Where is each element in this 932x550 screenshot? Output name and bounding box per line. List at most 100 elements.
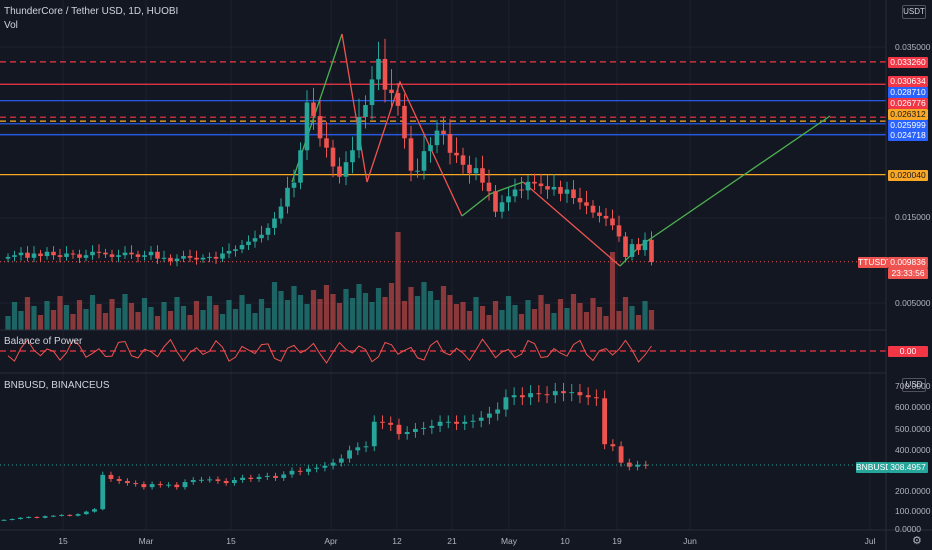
candle-body (590, 205, 596, 213)
bnb-candle-body (347, 450, 352, 459)
bnb-candle-body (371, 421, 377, 447)
candle-body (148, 251, 154, 256)
price-tick: 0.035000 (895, 42, 931, 52)
candle-body (233, 249, 238, 251)
candle-body (168, 257, 173, 262)
candle-body (194, 257, 199, 260)
pattern-leg (461, 181, 524, 217)
candle-body (96, 251, 102, 253)
volume-bar (538, 295, 544, 330)
candle-body (629, 244, 635, 257)
bnb-candle-body (577, 392, 583, 396)
level-tag: 0.026312 (888, 109, 928, 120)
candle-body (220, 253, 225, 259)
bnb-candle-body (125, 481, 130, 484)
volume-bar (460, 302, 466, 330)
bnb-candle-body (42, 516, 48, 518)
bnb-candle-body (116, 478, 122, 482)
volume-bar (89, 295, 96, 330)
chart-title: ThunderCore / Tether USD, 1D, HUOBI (4, 6, 179, 17)
candle-body (473, 168, 479, 174)
candle-body (90, 251, 95, 256)
volume-bar (252, 313, 258, 330)
time-label: Jul (864, 536, 876, 546)
volume-bar (518, 314, 525, 330)
level-tag: 0.026776 (888, 98, 928, 109)
volume-bar (486, 315, 492, 330)
volume-bar (447, 295, 453, 330)
volume-bar (408, 287, 414, 330)
volume-bar (525, 300, 531, 330)
bnb-candle-body (314, 467, 320, 469)
volume-bar (128, 303, 135, 330)
candle-body (551, 186, 557, 190)
volume-bar (453, 304, 460, 330)
volume-bar (564, 308, 570, 330)
candle-body (642, 239, 648, 251)
volume-bar (83, 309, 89, 330)
bnb-candle-body (536, 393, 542, 395)
candle-body (142, 255, 147, 257)
currency-selector-bottom[interactable]: USD (902, 378, 926, 392)
current-symbol-tag: TTUSDT (858, 257, 888, 268)
candle-body (636, 244, 641, 251)
candle-body (343, 162, 349, 177)
volume-bar (375, 288, 382, 330)
volume-bar (239, 295, 245, 330)
volume-bar (310, 290, 317, 330)
candle-body (428, 145, 433, 152)
volume-bar (265, 308, 271, 330)
volume-bar (180, 306, 187, 330)
bnb-candle-body (429, 425, 435, 428)
volume-bar (206, 296, 213, 330)
candle-body (272, 218, 277, 228)
volume-bar (557, 299, 564, 330)
bnb-candle-body (528, 393, 533, 398)
bnb-candle-body (26, 516, 32, 518)
volume-bar (544, 304, 551, 330)
volume-bar (135, 312, 141, 330)
volume-bar (37, 315, 44, 330)
bnb-candle-body (75, 514, 81, 516)
volume-bar (512, 305, 518, 330)
bnb-candle-body (207, 479, 213, 481)
bnb-candle-body (1, 519, 7, 521)
bnb-candle-body (100, 474, 106, 510)
bnb-candle-body (166, 484, 171, 486)
volume-bar (115, 308, 122, 330)
volume-bar (603, 316, 609, 330)
candle-body (467, 164, 472, 174)
volume-bar (297, 295, 304, 330)
candle-body (304, 102, 310, 151)
bnb-candle-body (635, 464, 640, 467)
volume-bar (590, 298, 596, 330)
candle-body (181, 256, 186, 259)
volume-bar (291, 286, 297, 330)
volume-bar (505, 296, 512, 330)
time-label: Apr (324, 536, 338, 546)
candle-body (577, 198, 583, 203)
settings-gear-icon[interactable]: ⚙ (912, 535, 922, 547)
level-tag: 0.030634 (888, 76, 928, 87)
volume-bar (492, 301, 499, 330)
candle-body (5, 256, 11, 259)
bop-line-path (7, 338, 652, 364)
chart-grid (0, 0, 886, 530)
candle-body (122, 252, 128, 256)
volume-bar (70, 314, 76, 330)
bnb-candle-body (421, 427, 427, 429)
bnb-candle-body (92, 509, 97, 512)
volume-bar (388, 283, 395, 330)
candle-body (311, 102, 316, 117)
bnb-candle-body (585, 395, 591, 398)
bnb-candle-body (519, 395, 525, 398)
candle-body (31, 253, 37, 258)
bnb-candle-body (18, 517, 23, 520)
volume-bar (440, 286, 447, 330)
candle-body (376, 58, 381, 80)
candle-body (116, 255, 121, 257)
bnb-candle-body (561, 391, 566, 394)
currency-selector-top[interactable]: USDT (902, 5, 926, 19)
bnb-candle-body (199, 479, 204, 481)
